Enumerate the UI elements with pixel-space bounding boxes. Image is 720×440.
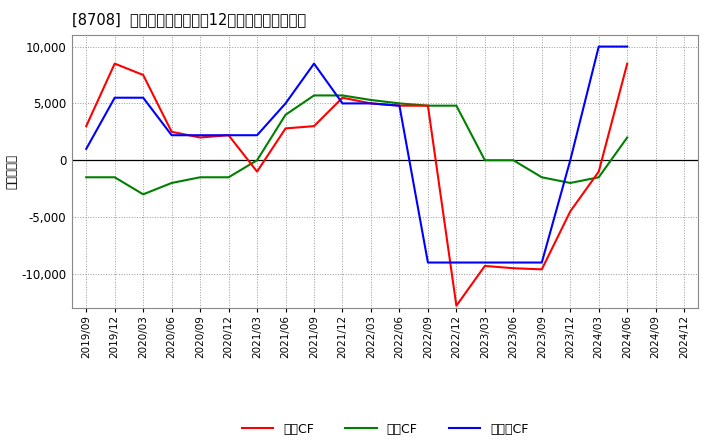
投資CF (537, 175, 546, 180)
投資CF (480, 158, 489, 163)
投資CF (82, 175, 91, 180)
投資CF (452, 103, 461, 108)
投資CF (196, 175, 204, 180)
営業CF (310, 124, 318, 129)
フリーCF (110, 95, 119, 100)
営業CF (225, 132, 233, 138)
営業CF (139, 72, 148, 77)
Text: [8708]  キャッシュフローの12か月移動合計の推移: [8708] キャッシュフローの12か月移動合計の推移 (72, 12, 306, 27)
投資CF (310, 93, 318, 98)
営業CF (110, 61, 119, 66)
投資CF (282, 112, 290, 117)
投資CF (509, 158, 518, 163)
フリーCF (595, 44, 603, 49)
フリーCF (537, 260, 546, 265)
Y-axis label: （百万円）: （百万円） (6, 154, 19, 189)
営業CF (509, 266, 518, 271)
フリーCF (338, 101, 347, 106)
フリーCF (509, 260, 518, 265)
営業CF (82, 124, 91, 129)
フリーCF (480, 260, 489, 265)
フリーCF (282, 101, 290, 106)
投資CF (139, 192, 148, 197)
投資CF (623, 135, 631, 140)
フリーCF (196, 132, 204, 138)
営業CF (338, 95, 347, 100)
フリーCF (253, 132, 261, 138)
投資CF (366, 97, 375, 103)
フリーCF (82, 146, 91, 151)
投資CF (566, 180, 575, 186)
営業CF (452, 303, 461, 308)
フリーCF (452, 260, 461, 265)
投資CF (225, 175, 233, 180)
投資CF (110, 175, 119, 180)
フリーCF (139, 95, 148, 100)
投資CF (395, 101, 404, 106)
フリーCF (623, 44, 631, 49)
Legend: 営業CF, 投資CF, フリーCF: 営業CF, 投資CF, フリーCF (237, 418, 534, 440)
フリーCF (225, 132, 233, 138)
営業CF (196, 135, 204, 140)
営業CF (167, 129, 176, 135)
フリーCF (423, 260, 432, 265)
営業CF (595, 169, 603, 174)
Line: 投資CF: 投資CF (86, 95, 627, 194)
投資CF (595, 175, 603, 180)
営業CF (423, 103, 432, 108)
投資CF (338, 93, 347, 98)
営業CF (623, 61, 631, 66)
営業CF (480, 263, 489, 268)
営業CF (366, 101, 375, 106)
営業CF (282, 126, 290, 131)
投資CF (423, 103, 432, 108)
Line: 営業CF: 営業CF (86, 64, 627, 306)
営業CF (537, 267, 546, 272)
投資CF (253, 158, 261, 163)
フリーCF (395, 103, 404, 108)
フリーCF (566, 158, 575, 163)
Line: フリーCF: フリーCF (86, 47, 627, 263)
フリーCF (167, 132, 176, 138)
営業CF (395, 103, 404, 108)
営業CF (566, 209, 575, 214)
営業CF (253, 169, 261, 174)
フリーCF (366, 101, 375, 106)
投資CF (167, 180, 176, 186)
フリーCF (310, 61, 318, 66)
